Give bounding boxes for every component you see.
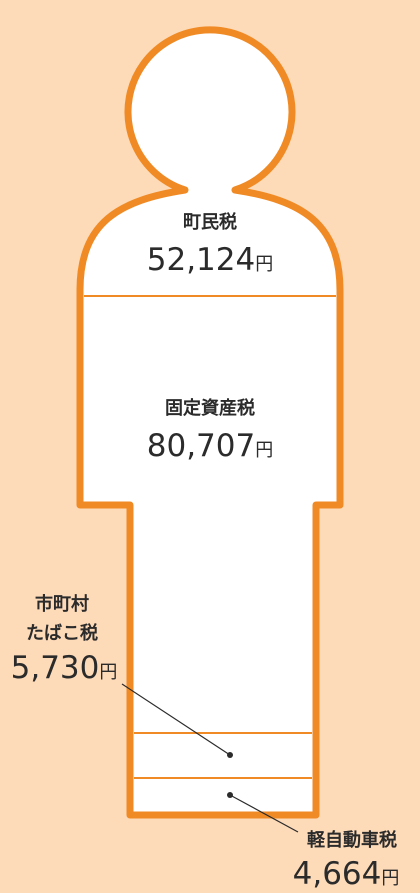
amount-value: 80,707 [147,428,255,464]
unit: 円 [255,440,273,461]
amount: 52,124円 [147,242,273,278]
label: 市町村 [35,593,89,615]
unit: 円 [255,254,273,275]
leader-line [229,794,299,833]
leader-line [121,683,231,756]
leader-dot [227,792,233,798]
leader-dot [227,752,233,758]
label: たばこ税 [26,622,98,644]
amount: 80,707円 [147,428,273,464]
label: 町民税 [183,211,237,233]
person-silhouette [76,26,344,819]
amount: 4,664円 [293,856,400,892]
label: 軽自動車税 [307,829,397,851]
amount-value: 4,664 [293,856,382,892]
label: 固定資産税 [165,397,255,419]
unit: 円 [381,868,399,889]
amount: 5,730円 [11,650,118,686]
amount-value: 5,730 [11,650,100,686]
unit: 円 [99,662,117,683]
amount-value: 52,124 [147,242,255,278]
